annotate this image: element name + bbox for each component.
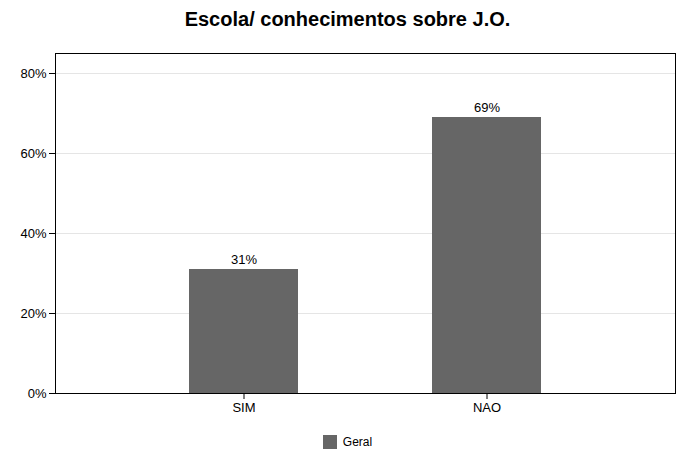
svg-text:SIM: SIM — [232, 400, 255, 415]
html-text:Escola/ conhecimentos sobre J.: Escola/ conhecimentos sobre J.O. — [184, 8, 511, 30]
svg-text:20%: 20% — [20, 306, 46, 321]
svg-text:31%: 31% — [231, 252, 257, 267]
svg-text:NAO: NAO — [473, 400, 501, 415]
svg-text:80%: 80% — [20, 66, 46, 81]
html-text:Geral: Geral — [342, 435, 373, 449]
svg-text:60%: 60% — [20, 146, 46, 161]
svg-text:69%: 69% — [474, 100, 500, 115]
svg-text:0%: 0% — [28, 386, 47, 401]
svg-text:40%: 40% — [20, 226, 46, 241]
